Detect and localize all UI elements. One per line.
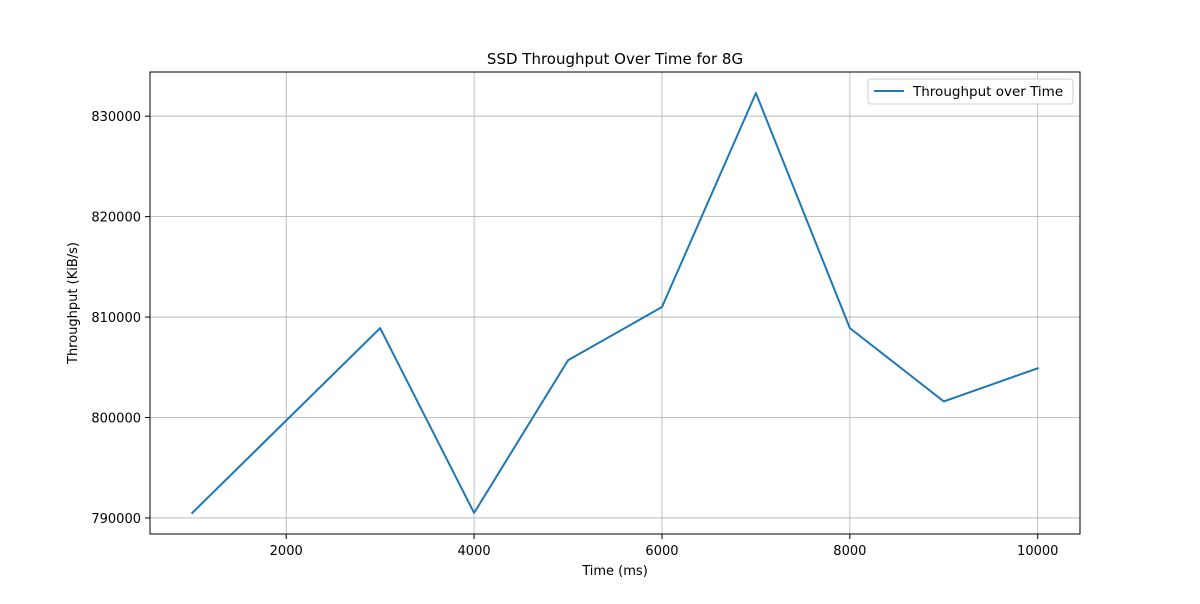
y-axis-label: Throughput (KiB/s) bbox=[66, 242, 81, 365]
x-tick-label: 6000 bbox=[645, 544, 678, 559]
x-tick-label: 2000 bbox=[270, 544, 303, 559]
grid-lines bbox=[150, 72, 1080, 534]
y-tick-label: 800000 bbox=[91, 411, 141, 426]
y-tick-label: 810000 bbox=[91, 311, 141, 326]
series-layer bbox=[190, 92, 1040, 515]
series-line-0 bbox=[190, 92, 1040, 515]
chart-title: SSD Throughput Over Time for 8G bbox=[487, 50, 743, 68]
legend-label: Throughput over Time bbox=[912, 84, 1063, 100]
y-tick-label: 820000 bbox=[91, 211, 141, 226]
y-tick-label: 830000 bbox=[91, 110, 141, 125]
y-tick-label: 790000 bbox=[91, 512, 141, 527]
x-tick-label: 10000 bbox=[1017, 544, 1058, 559]
x-axis-label: Time (ms) bbox=[581, 564, 648, 579]
legend: Throughput over Time bbox=[867, 78, 1074, 105]
x-tick-label: 8000 bbox=[833, 544, 866, 559]
x-tick-label: 4000 bbox=[458, 544, 491, 559]
legend-box bbox=[867, 78, 1074, 105]
axis-ticks: 2000 4000 6000 8000 10000 790000 800000 810000 8… bbox=[91, 110, 1058, 559]
plot-area-frame bbox=[149, 71, 1081, 535]
